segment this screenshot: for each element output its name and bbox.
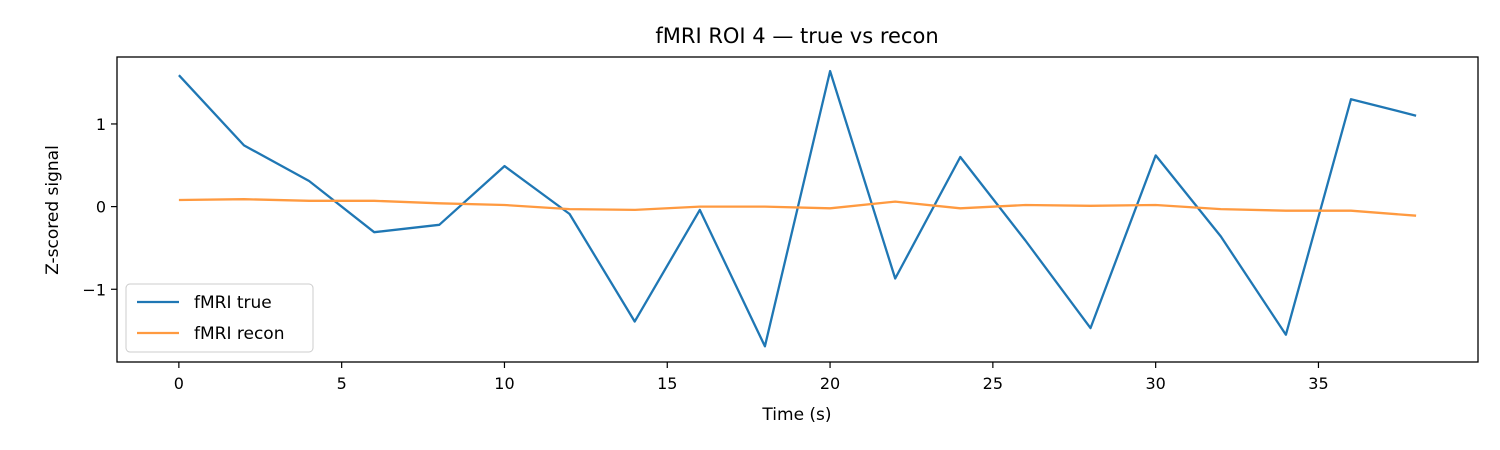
chart-title: fMRI ROI 4 — true vs recon xyxy=(655,24,938,48)
series-line-2 xyxy=(178,198,1417,217)
series-line-1 xyxy=(178,69,1417,348)
x-tick-label: 5 xyxy=(337,374,347,393)
plot-frame xyxy=(116,56,1479,363)
x-tick-label: 10 xyxy=(494,374,514,393)
legend-label-1: fMRI true xyxy=(194,293,272,313)
x-axis-label: Time (s) xyxy=(761,405,831,425)
x-tick-label: 0 xyxy=(174,374,184,393)
x-tick-label: 25 xyxy=(983,374,1003,393)
plot-area xyxy=(178,69,1417,348)
x-tick-label: 15 xyxy=(657,374,677,393)
x-tick-label: 20 xyxy=(820,374,840,393)
y-axis-ticks: −1 0 1 xyxy=(82,115,117,299)
y-tick-label: 0 xyxy=(96,198,106,217)
x-axis-ticks: 0 5 10 15 20 25 30 35 xyxy=(174,362,1329,393)
y-tick-label: 1 xyxy=(96,115,106,134)
legend-label-2: fMRI recon xyxy=(194,324,284,344)
legend: fMRI true fMRI recon xyxy=(125,283,314,353)
x-tick-label: 35 xyxy=(1308,374,1328,393)
y-axis-label: Z-scored signal xyxy=(43,145,63,275)
x-tick-label: 30 xyxy=(1145,374,1165,393)
y-tick-label: −1 xyxy=(82,280,106,299)
